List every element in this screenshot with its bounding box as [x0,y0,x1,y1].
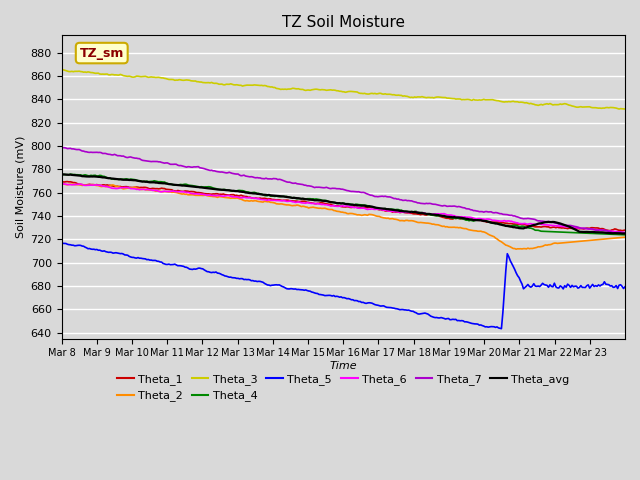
Line: Theta_4: Theta_4 [61,174,625,235]
Theta_7 [543,219,551,225]
Theta_1 [96,182,104,188]
Theta_1 [461,216,468,222]
Theta_3 [77,69,84,74]
Line: Theta_1: Theta_1 [61,181,625,231]
Text: TZ_sm: TZ_sm [79,47,124,60]
Theta_1 [349,204,356,210]
Theta_6 [348,204,355,210]
Theta_6 [95,182,102,188]
Line: Theta_2: Theta_2 [61,184,625,249]
Theta_6 [460,214,467,220]
Theta_5 [618,283,626,289]
Theta_1 [78,182,86,188]
Theta_2 [461,226,468,231]
Theta_1 [63,179,71,184]
Theta_5 [58,240,65,246]
Theta_avg [58,171,65,177]
Theta_3 [348,89,355,95]
Theta_2 [78,182,86,188]
Theta_avg [460,215,467,221]
Theta_1 [620,228,627,233]
Theta_6 [617,229,625,235]
Theta_5 [95,247,102,253]
Theta_1 [58,179,65,185]
Theta_7 [621,230,629,236]
Theta_5 [348,297,355,302]
Theta_avg [348,202,355,208]
Theta_4 [461,216,468,222]
Theta_6 [543,222,551,228]
Y-axis label: Soil Moisture (mV): Soil Moisture (mV) [15,136,25,238]
Line: Theta_7: Theta_7 [61,147,625,233]
Theta_7 [460,205,467,211]
Theta_3 [58,66,65,72]
Theta_2 [58,181,65,187]
Title: TZ Soil Moisture: TZ Soil Moisture [282,15,404,30]
Line: Theta_6: Theta_6 [61,183,625,232]
Theta_7 [77,147,84,153]
Theta_3 [543,101,551,107]
Theta_6 [77,181,84,187]
Theta_5 [545,284,552,290]
Theta_4 [349,202,356,207]
Theta_avg [77,173,84,179]
Theta_5 [77,242,84,248]
Theta_3 [621,106,629,112]
Line: Theta_5: Theta_5 [61,243,625,329]
Theta_7 [348,189,355,194]
Theta_3 [95,70,102,76]
Theta_4 [618,232,626,238]
Theta_6 [621,229,629,235]
Theta_2 [620,234,627,240]
Theta_2 [621,234,629,240]
Theta_4 [67,171,74,177]
Line: Theta_3: Theta_3 [61,69,625,109]
Theta_avg [543,219,551,225]
Theta_5 [460,318,467,324]
Theta_3 [460,96,467,102]
Theta_4 [96,172,104,178]
Theta_4 [621,232,629,238]
Theta_2 [96,183,104,189]
Theta_4 [78,173,86,179]
Theta_4 [58,172,65,178]
Theta_avg [617,230,625,236]
Line: Theta_avg: Theta_avg [61,174,625,234]
Theta_1 [621,227,629,233]
Theta_2 [512,246,520,252]
Theta_5 [621,284,629,289]
Theta_avg [618,231,626,237]
Theta_7 [617,229,625,235]
X-axis label: Time: Time [330,361,357,371]
Theta_avg [621,230,629,236]
Theta_7 [58,144,65,150]
Theta_2 [59,181,67,187]
Theta_2 [349,211,356,216]
Theta_6 [58,180,65,186]
Theta_5 [497,326,505,332]
Theta_1 [618,228,626,234]
Legend: Theta_1, Theta_2, Theta_3, Theta_4, Theta_5, Theta_6, Theta_7, Theta_avg: Theta_1, Theta_2, Theta_3, Theta_4, Thet… [113,370,574,406]
Theta_7 [95,150,102,156]
Theta_1 [545,224,552,230]
Theta_2 [546,242,554,248]
Theta_3 [617,106,625,111]
Theta_avg [95,174,102,180]
Theta_4 [545,228,552,234]
